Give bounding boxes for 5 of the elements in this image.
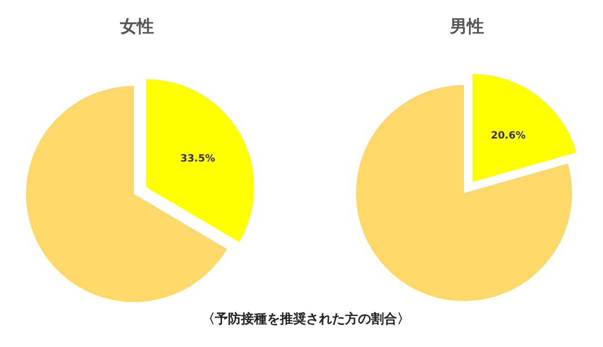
chart-title: 女性 — [119, 17, 154, 37]
chart-title: 男性 — [449, 17, 484, 37]
text: 〈予防接種を推奨された方の割合〉 — [202, 311, 410, 327]
data-label: 33.5% — [180, 154, 216, 165]
data-label: 20.6% — [490, 130, 526, 142]
